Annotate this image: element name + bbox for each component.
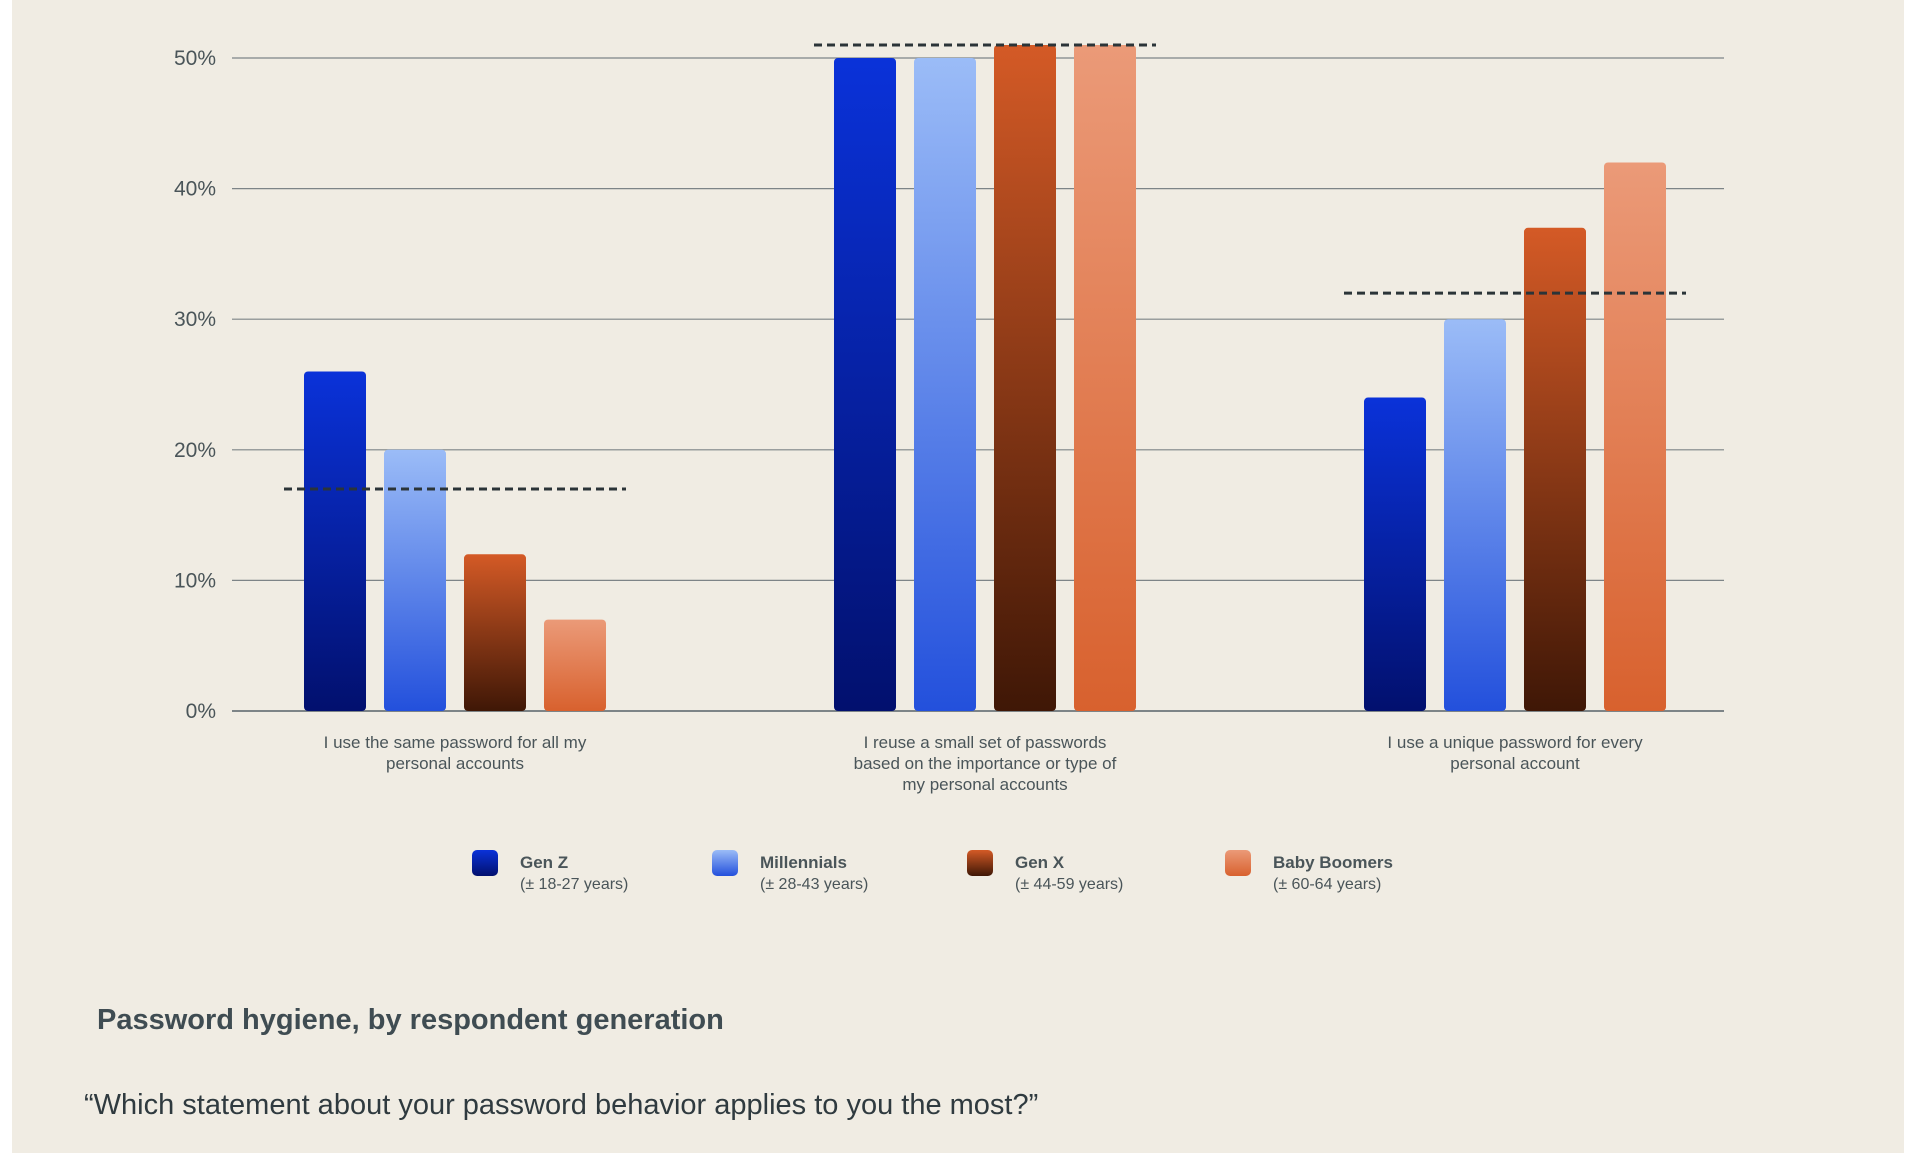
bar-gen-x <box>994 44 1056 711</box>
legend-swatch <box>712 850 738 876</box>
legend: Gen Z (± 18-27 years) Millennials (± 28-43 … <box>472 850 1393 893</box>
legend-sublabel: (± 28-43 years) <box>760 876 868 893</box>
y-tick-label: 10% <box>174 569 216 592</box>
bar-gen-z <box>304 371 366 711</box>
legend-label: Millennials <box>760 853 847 872</box>
legend-label: Gen Z <box>520 853 568 872</box>
chart-title: Password hygiene, by respondent generati… <box>97 1004 724 1036</box>
bar-baby-boomers <box>1604 162 1666 712</box>
bar-gen-x <box>464 554 526 711</box>
legend-sublabel: (± 18-27 years) <box>520 876 628 893</box>
category-label: I use the same password for all my person… <box>324 733 587 773</box>
bar-millennials <box>1444 319 1506 711</box>
y-tick-label: 0% <box>186 700 216 723</box>
legend-swatch <box>967 850 993 876</box>
y-tick-label: 30% <box>174 308 216 331</box>
legend-swatch <box>472 850 498 876</box>
chart-subtitle: “Which statement about your password beh… <box>84 1089 1039 1121</box>
axis-labels: 0% 10% 20% 30% 40% 50% I use the same password… <box>174 47 1643 794</box>
legend-label: Gen X <box>1015 853 1065 872</box>
y-tick-label: 50% <box>174 47 216 70</box>
bars <box>304 44 1666 712</box>
bar-gen-z <box>834 58 896 711</box>
chart-panel: 0% 10% 20% 30% 40% 50% I use the same password… <box>12 0 1904 1153</box>
y-tick-label: 20% <box>174 439 216 462</box>
bar-millennials <box>914 58 976 711</box>
legend-swatch <box>1225 850 1251 876</box>
bar-baby-boomers <box>544 619 606 711</box>
bar-baby-boomers <box>1074 44 1136 711</box>
bar-millennials <box>384 449 446 711</box>
legend-sublabel: (± 60-64 years) <box>1273 876 1381 893</box>
category-label: I use a unique password for every persona… <box>1387 733 1643 773</box>
legend-label: Baby Boomers <box>1273 853 1393 872</box>
average-lines <box>284 43 1686 491</box>
legend-sublabel: (± 44-59 years) <box>1015 876 1123 893</box>
bar-gen-x <box>1524 227 1586 711</box>
y-tick-label: 40% <box>174 178 216 201</box>
bar-chart: 0% 10% 20% 30% 40% 50% I use the same password… <box>174 43 1724 893</box>
bar-gen-z <box>1364 397 1426 711</box>
category-label: I reuse a small set of passwords based on… <box>854 733 1117 794</box>
